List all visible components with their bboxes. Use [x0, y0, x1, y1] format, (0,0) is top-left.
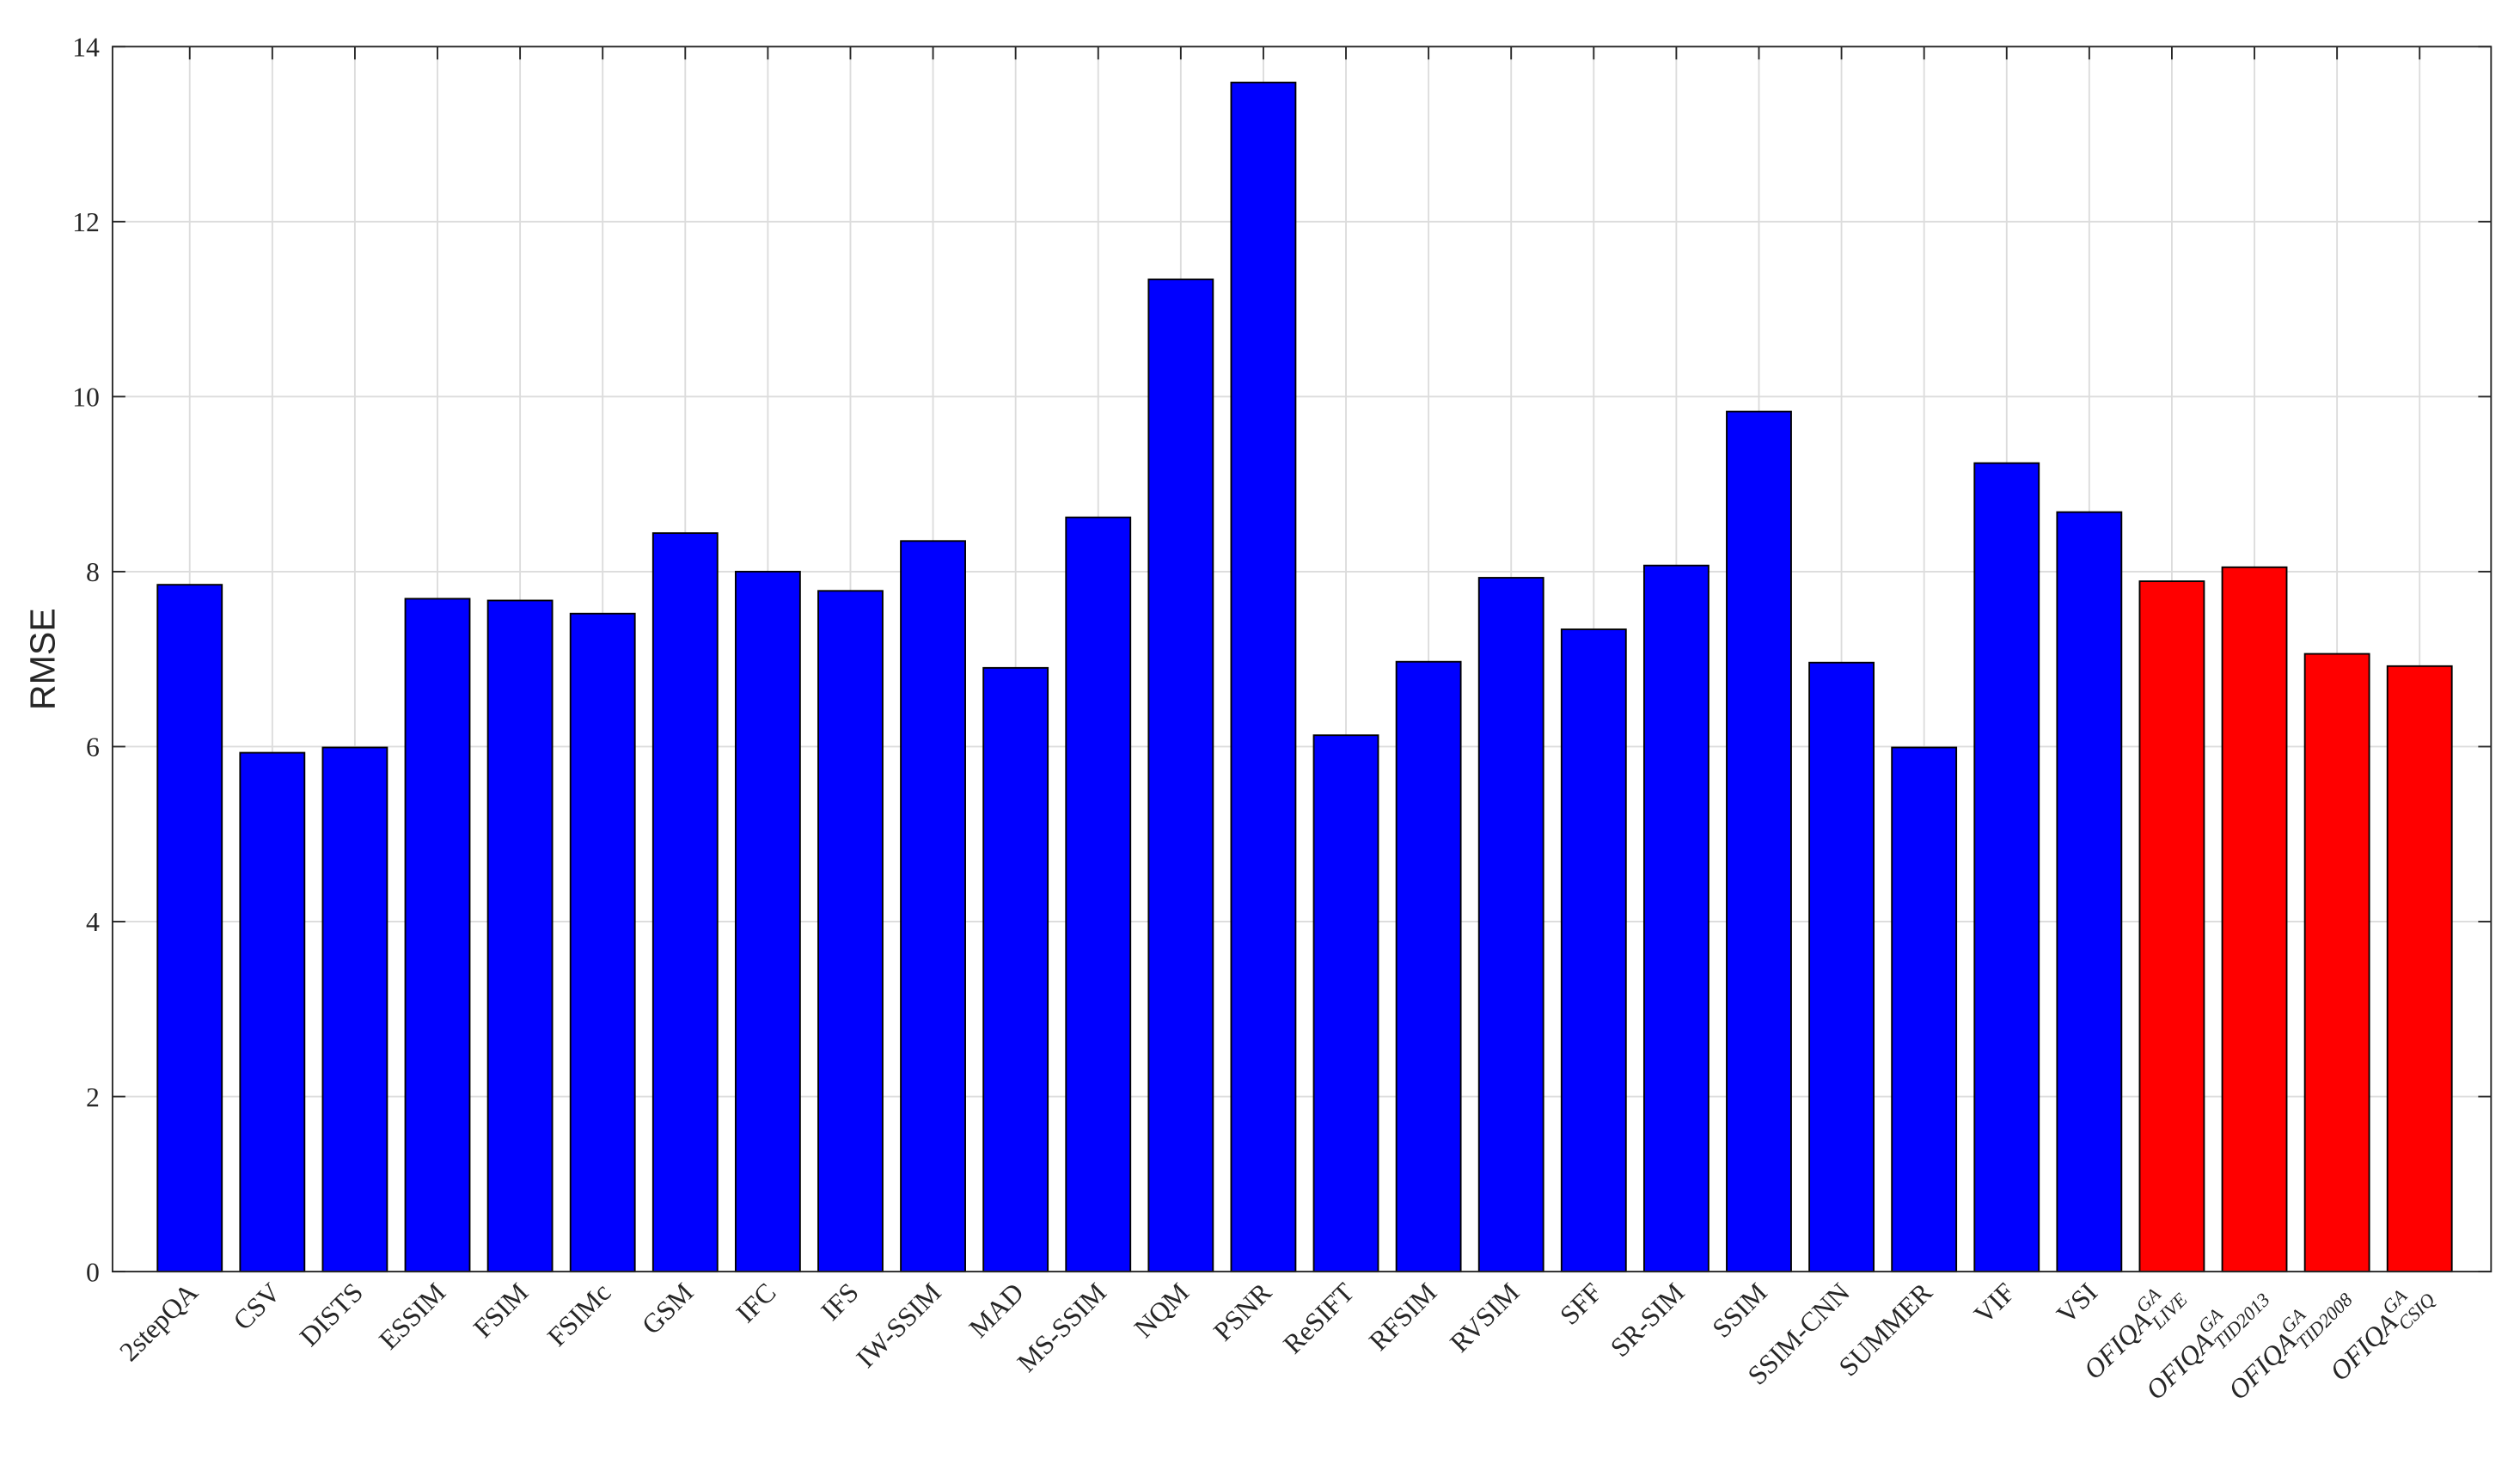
- bar: [1395, 660, 1462, 1273]
- bar: [321, 746, 388, 1273]
- y-tick-label: 2: [86, 1082, 100, 1112]
- bar: [239, 751, 306, 1273]
- x-tick-label: SFF: [1554, 1277, 1607, 1330]
- x-tick-label: CSV: [228, 1277, 286, 1335]
- bar: [1065, 516, 1132, 1273]
- bar: [2056, 511, 2123, 1273]
- bar: [1477, 577, 1544, 1273]
- y-tick-label: 10: [72, 383, 100, 413]
- x-tick-label: ReSIFT: [1277, 1277, 1360, 1359]
- x-tick-label: NQM: [1128, 1277, 1195, 1343]
- x-tick-label: IW-SSIM: [851, 1277, 947, 1373]
- bar: [2138, 580, 2205, 1273]
- y-tick-label: 6: [86, 732, 100, 763]
- x-tick-label: SSIM: [1706, 1277, 1772, 1343]
- bar: [1230, 82, 1297, 1273]
- x-tick-label: FSIM: [468, 1277, 534, 1343]
- x-tick-label: MAD: [963, 1277, 1030, 1343]
- bar: [569, 612, 636, 1273]
- bar: [2221, 566, 2288, 1273]
- bar: [1312, 734, 1379, 1273]
- bar: [486, 599, 554, 1273]
- bar: [1808, 661, 1875, 1273]
- y-tick-label: 14: [72, 32, 100, 62]
- x-tick-label: 2stepQA: [113, 1277, 204, 1367]
- plot-frame: [111, 46, 2492, 1273]
- label-base: OFIQA: [2078, 1306, 2158, 1386]
- x-tick-label: IFS: [815, 1277, 864, 1326]
- x-tick-label: RFSIM: [1363, 1277, 1442, 1356]
- x-tick-label: FSIMc: [541, 1277, 616, 1351]
- y-tick-label: 4: [86, 907, 100, 937]
- bar: [1726, 410, 1792, 1273]
- bar: [734, 570, 801, 1273]
- bar: [1973, 462, 2040, 1273]
- x-tick-label: OFIQAGATID2008: [2218, 1273, 2357, 1412]
- x-tick-label: IFC: [731, 1277, 782, 1328]
- x-tick-label: ESSIM: [373, 1277, 451, 1355]
- bar: [1147, 279, 1214, 1273]
- label-base: OFIQA: [2140, 1326, 2220, 1406]
- x-tick-label: SR-SIM: [1605, 1277, 1691, 1363]
- x-tick-label: PSNR: [1208, 1277, 1278, 1347]
- x-tick-label: VSI: [2051, 1277, 2103, 1329]
- bar: [1560, 628, 1627, 1273]
- bar: [1891, 746, 1958, 1273]
- bar: [156, 584, 223, 1273]
- bar: [2303, 653, 2370, 1273]
- y-tick-label: 12: [72, 207, 100, 237]
- bar: [817, 590, 884, 1273]
- y-tick-label: 0: [86, 1257, 100, 1287]
- y-axis-label: RMSE: [23, 608, 63, 710]
- bar: [900, 540, 966, 1273]
- x-tick-label: MS-SSIM: [1012, 1277, 1112, 1377]
- x-tick-label: VIF: [1968, 1277, 2021, 1329]
- x-tick-label: DISTS: [294, 1277, 369, 1351]
- bar: [1642, 564, 1710, 1273]
- x-tick-label: RVSIM: [1444, 1277, 1525, 1357]
- bar: [404, 597, 471, 1273]
- x-tick-label: GSM: [636, 1277, 699, 1339]
- y-tick-label: 8: [86, 557, 100, 587]
- bar: [2386, 665, 2453, 1273]
- bar: [651, 532, 719, 1273]
- bar: [982, 666, 1049, 1273]
